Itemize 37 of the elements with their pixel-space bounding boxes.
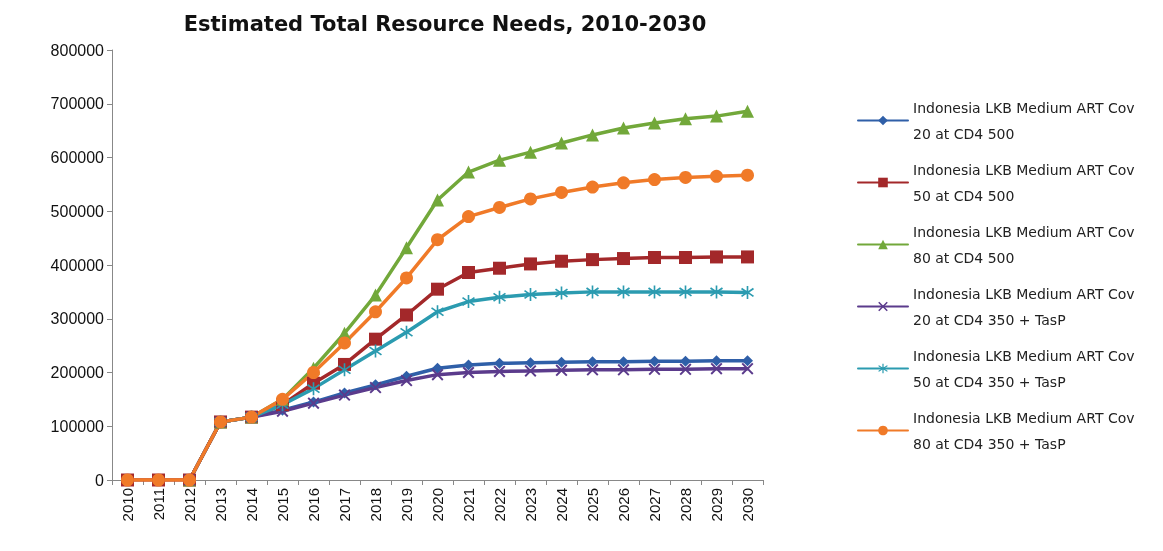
x-tick-label: 2018: [367, 488, 384, 522]
x-tick-label: 2011: [150, 488, 167, 521]
y-tick-label: 300000: [50, 310, 105, 328]
y-tick-label: 800000: [50, 41, 105, 59]
x-tick-label: 2017: [336, 488, 353, 522]
legend-label: Indonesia LKB Medium ART Cov 20 at CD4 500: [913, 99, 1139, 142]
legend-label: Indonesia LKB Medium ART Cov 20 at CD4 350 + TasP: [913, 285, 1139, 328]
legend-label: Indonesia LKB Medium ART Cov 50 at CD4 500: [913, 161, 1139, 204]
x-tick-label: 2023: [522, 488, 539, 522]
y-tick-label: 100000: [50, 417, 105, 435]
y-tick-label: 700000: [50, 95, 105, 113]
x-tick-label: 2015: [274, 488, 291, 522]
y-tick-label: 600000: [50, 149, 105, 166]
x-tick-label: 2020: [429, 488, 446, 522]
x-tick-label: 2022: [491, 488, 508, 522]
x-tick-label: 2025: [584, 488, 601, 522]
y-tick-label: 200000: [50, 364, 105, 381]
x-tick-label: 2030: [739, 488, 756, 522]
x-tick-label: 2028: [677, 488, 694, 522]
y-tick-label: 400000: [50, 256, 105, 274]
chart-title: Estimated Total Resource Needs, 2010-2030: [183, 11, 707, 36]
x-tick-label: 2016: [305, 488, 322, 522]
y-tick-label: 0: [95, 471, 105, 489]
x-tick-label: 2024: [553, 488, 570, 522]
x-tick-label: 2010: [119, 488, 136, 522]
legend-label: Indonesia LKB Medium ART Cov 50 at CD4 350 + TasP: [913, 347, 1139, 390]
x-tick-label: 2029: [708, 488, 725, 522]
x-tick-label: 2013: [212, 488, 229, 522]
x-tick-label: 2019: [398, 488, 415, 522]
legend-label: Indonesia LKB Medium ART Cov 80 at CD4 350 + TasP: [913, 409, 1139, 452]
x-tick-label: 2021: [460, 488, 477, 522]
x-tick-label: 2012: [181, 488, 198, 522]
legend-label: Indonesia LKB Medium ART Cov 80 at CD4 500: [913, 223, 1139, 266]
x-tick-label: 2027: [646, 488, 663, 522]
x-tick-label: 2026: [615, 488, 632, 522]
y-tick-label: 500000: [50, 202, 105, 220]
x-tick-label: 2014: [243, 488, 260, 522]
